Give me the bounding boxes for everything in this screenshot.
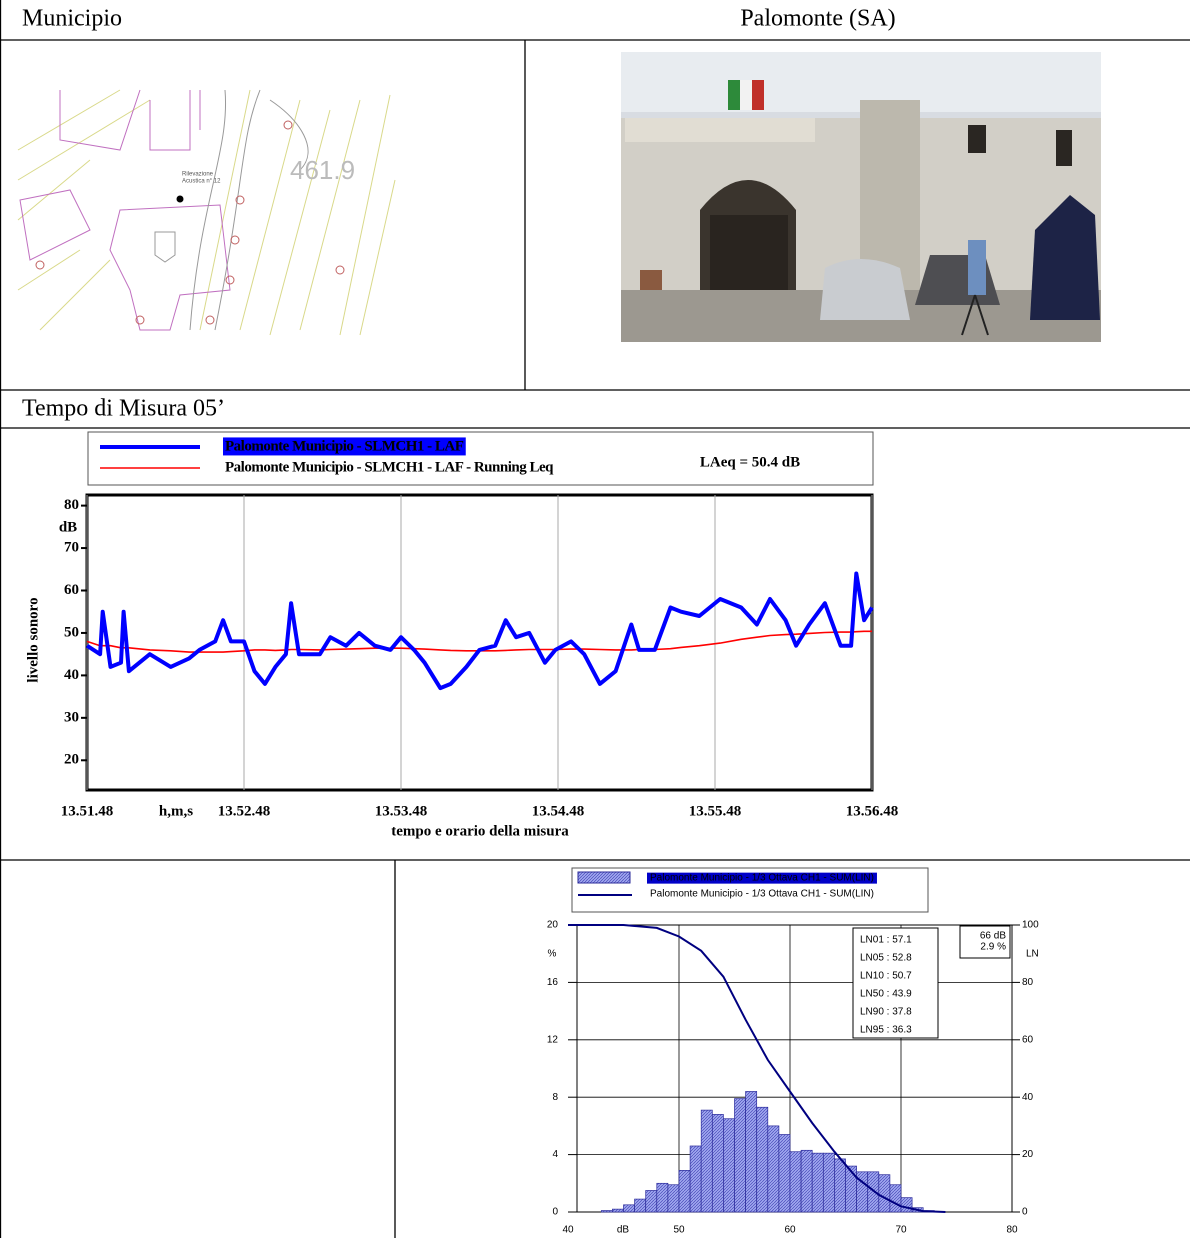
y-unit: % xyxy=(548,949,557,960)
y-tick-label: 80 xyxy=(64,497,79,513)
section-title: Tempo di Misura 05’ xyxy=(22,396,225,422)
histogram-bar xyxy=(635,1199,646,1212)
x-tick-label: 60 xyxy=(784,1225,796,1236)
histogram-bar xyxy=(723,1119,734,1212)
y-unit: dB xyxy=(59,519,77,535)
histogram-bar xyxy=(746,1091,757,1212)
y2-tick-label: 80 xyxy=(1022,977,1034,988)
histogram-bar xyxy=(834,1159,845,1212)
x-tick-label: 13.51.48 xyxy=(61,803,114,819)
page: {"header": {"label": "Municipio", "value… xyxy=(0,0,1190,1238)
histogram-bar xyxy=(701,1110,712,1212)
percentile: LN50 : 43.9 xyxy=(860,989,912,1000)
y-tick-label: 8 xyxy=(552,1092,558,1103)
map-point-label: Acustica n° 12 xyxy=(182,179,221,185)
histogram-bar xyxy=(612,1209,623,1212)
y-tick-label: 4 xyxy=(552,1149,558,1160)
cursor-readout: 66 dB xyxy=(980,931,1006,942)
x-tick-label: 80 xyxy=(1006,1225,1018,1236)
histogram-bar xyxy=(790,1152,801,1212)
annotation: LAeq = 50.4 dB xyxy=(700,454,800,470)
x-tick-label: 13.53.48 xyxy=(375,803,428,819)
photo xyxy=(621,52,1101,342)
legend-label: Palomonte Municipio - 1/3 Ottava CH1 - S… xyxy=(650,889,874,900)
x-tick-label: 50 xyxy=(673,1225,685,1236)
histogram-bar xyxy=(735,1099,746,1212)
y-tick-label: 20 xyxy=(64,752,79,768)
y2-tick-label: 100 xyxy=(1022,920,1039,931)
percentile: LN10 : 50.7 xyxy=(860,971,912,982)
histogram-bar xyxy=(779,1135,790,1212)
legend-label: Palomonte Municipio - SLMCH1 - LAF xyxy=(225,438,464,454)
map-elevation: 461.9 xyxy=(290,155,355,185)
y-tick-label: 50 xyxy=(64,624,79,640)
percentile: LN95 : 36.3 xyxy=(860,1025,912,1036)
y2-tick-label: 40 xyxy=(1022,1092,1034,1103)
legend-label: Palomonte Municipio - SLMCH1 - LAF - Run… xyxy=(225,459,554,475)
histogram-bar xyxy=(757,1107,768,1212)
histogram-bar xyxy=(668,1185,679,1212)
y-tick-label: 40 xyxy=(64,667,79,683)
cursor-readout: 2.9 % xyxy=(980,942,1006,953)
histogram-bar xyxy=(801,1150,812,1212)
histogram-bar xyxy=(846,1166,857,1212)
histogram-bar xyxy=(879,1175,890,1212)
map: 461.9 Rilevazione Acustica n° 12 xyxy=(18,90,395,335)
histogram-bar xyxy=(690,1146,701,1212)
y-tick-label: 12 xyxy=(547,1034,559,1045)
x-tick-label: 70 xyxy=(895,1225,907,1236)
header-value: Palomonte (SA) xyxy=(740,6,895,32)
map-point-label: Rilevazione xyxy=(182,172,214,178)
y-tick-label: 16 xyxy=(547,977,559,988)
histogram-bar xyxy=(657,1183,668,1212)
histogram-bar xyxy=(679,1170,690,1212)
x-tick-label: 13.56.48 xyxy=(846,803,899,819)
percentile: LN90 : 37.8 xyxy=(860,1007,912,1018)
legend-label: Palomonte Municipio - 1/3 Ottava CH1 - S… xyxy=(650,873,874,884)
percentile: LN01 : 57.1 xyxy=(860,935,912,946)
x-tick-label: 40 xyxy=(562,1225,574,1236)
histogram-bar xyxy=(646,1190,657,1212)
x-tick-label: 13.55.48 xyxy=(689,803,742,819)
histogram-bar xyxy=(768,1126,779,1212)
y-tick-label: 70 xyxy=(64,539,79,555)
histogram-bar xyxy=(712,1114,723,1212)
y-tick-label: 60 xyxy=(64,582,79,598)
y2-label: LN xyxy=(1026,949,1039,960)
histogram-bar xyxy=(868,1172,879,1212)
plot-frame xyxy=(87,495,872,790)
percentile: LN05 : 52.8 xyxy=(860,953,912,964)
y-axis-label: livello sonoro xyxy=(25,597,41,682)
y2-tick-label: 0 xyxy=(1022,1207,1028,1218)
x-axis-label: tempo e orario della misura xyxy=(391,823,569,839)
y-tick-label: 30 xyxy=(64,709,79,725)
x-unit: dB xyxy=(617,1225,630,1236)
histogram-bar xyxy=(890,1185,901,1212)
histogram-bar xyxy=(823,1153,834,1212)
x-tick-label: 13.52.48 xyxy=(218,803,271,819)
y-tick-label: 20 xyxy=(547,920,559,931)
histogram-bar xyxy=(601,1211,612,1212)
x-tick-label: 13.54.48 xyxy=(532,803,585,819)
header-label: Municipio xyxy=(22,6,122,32)
document: Municipio Palomonte (SA) Tempo di Misura… xyxy=(0,0,1190,1238)
histogram-bar xyxy=(624,1205,635,1212)
y2-tick-label: 60 xyxy=(1022,1034,1034,1045)
x-unit: h,m,s xyxy=(159,803,193,819)
legend-swatch xyxy=(578,872,630,883)
histogram-bar xyxy=(901,1198,912,1212)
histogram-bar xyxy=(812,1153,823,1212)
y-tick-label: 0 xyxy=(552,1207,558,1218)
y2-tick-label: 20 xyxy=(1022,1149,1034,1160)
